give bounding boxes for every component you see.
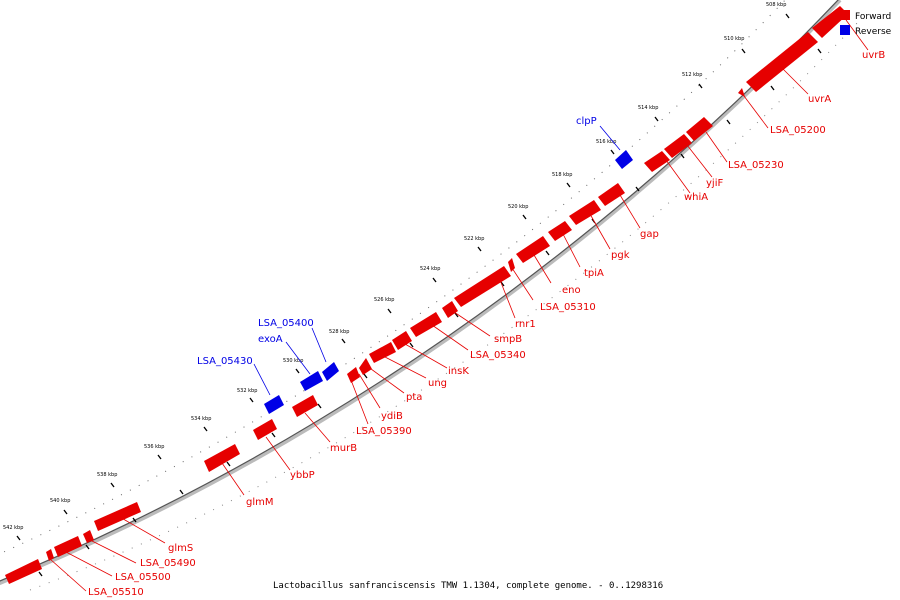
gene-label: LSA_05510 [88, 587, 144, 598]
gene-label: uvrB [862, 50, 885, 61]
tick-label: 542 kbp [3, 525, 23, 531]
gene-label: LSA_05200 [770, 125, 826, 136]
gene-smpB[interactable] [442, 301, 458, 318]
legend: Forward Reverse [840, 10, 892, 37]
genome-backbone-line [0, 0, 839, 582]
gene-LSA_05430[interactable] [264, 395, 284, 414]
major-ticks [16, 13, 790, 541]
reverse-genes [264, 150, 633, 414]
gene-ung[interactable] [369, 342, 396, 363]
tick-label: 530 kbp [283, 358, 303, 364]
gene-label: insK [448, 366, 469, 377]
legend-forward-label: Forward [855, 12, 891, 22]
gene-glmM[interactable] [204, 444, 240, 472]
gene-rnr1[interactable] [454, 266, 511, 307]
legend-reverse-swatch [840, 25, 850, 35]
gene-label: LSA_05390 [356, 426, 412, 437]
gene-label: whiA [684, 192, 708, 203]
gene-LSA_05340[interactable] [410, 312, 442, 337]
gene-label: LSA_05230 [728, 160, 784, 171]
gene-label: pta [406, 392, 422, 403]
gene-label: glmS [168, 543, 193, 554]
tick-label: 532 kbp [237, 388, 257, 394]
gene-label: uvrA [808, 94, 831, 105]
gene-exoA[interactable] [300, 371, 323, 391]
reverse-labels: clpP LSA_05400 exoA LSA_05430 [197, 116, 597, 367]
gene-label: eno [562, 285, 581, 296]
legend-forward-swatch [840, 10, 850, 20]
tick-label: 536 kbp [144, 444, 164, 450]
tick-label: 512 kbp [682, 72, 702, 78]
gene-LSA_05490[interactable] [83, 530, 94, 543]
tick-label: 522 kbp [464, 236, 484, 242]
gene-label: smpB [494, 334, 522, 345]
gene-LSA_05310[interactable] [508, 258, 515, 272]
tick-label: 520 kbp [508, 204, 528, 210]
gene-LSA_05510[interactable] [46, 549, 54, 561]
reverse-leaders [253, 125, 621, 396]
tick-label: 540 kbp [50, 498, 70, 504]
gene-pta[interactable] [359, 358, 372, 375]
gene-tpiA[interactable] [548, 221, 572, 241]
gene-label: clpP [576, 116, 597, 127]
inner-ticks [38, 48, 822, 577]
gene-label: pgk [611, 250, 630, 261]
gene-label: gap [640, 229, 659, 240]
gene-label: LSA_05340 [470, 350, 526, 361]
tick-label: 538 kbp [97, 472, 117, 478]
gene-glmS[interactable] [94, 502, 141, 531]
tick-label: 510 kbp [724, 36, 744, 42]
gene-uvrB[interactable] [812, 6, 848, 38]
gene-label: LSA_05490 [140, 558, 196, 569]
gene-label: yjiF [706, 178, 723, 189]
gene-label: LSA_05400 [258, 318, 314, 329]
gene-pgk[interactable] [569, 200, 601, 225]
tick-label: 508 kbp [766, 2, 786, 8]
tick-label: 524 kbp [420, 266, 440, 272]
tick-label: 534 kbp [191, 416, 211, 422]
forward-genes [5, 6, 848, 584]
legend-reverse-label: Reverse [855, 27, 892, 37]
gene-whiA[interactable] [644, 151, 670, 172]
gene-label: murB [330, 443, 357, 454]
gene-label: glmM [246, 497, 274, 508]
gene-LSA_05520[interactable] [5, 559, 42, 584]
forward-leaders [49, 19, 869, 592]
gene-eno[interactable] [516, 236, 550, 263]
gene-label: ybbP [290, 470, 315, 481]
tick-label: 526 kbp [374, 297, 394, 303]
forward-labels: uvrB uvrA LSA_05200 LSA_05230 yjiF whiA … [88, 50, 885, 598]
gene-label: LSA_05500 [115, 572, 171, 583]
gene-yjiF[interactable] [664, 134, 692, 158]
gene-label: exoA [258, 334, 283, 345]
gene-label: LSA_05430 [197, 356, 253, 367]
gene-LSA_05500[interactable] [54, 536, 82, 557]
gene-gap[interactable] [598, 183, 625, 206]
gene-uvrA[interactable] [746, 32, 818, 92]
tick-label: 518 kbp [552, 172, 572, 178]
gene-label: ydiB [381, 411, 403, 422]
gene-label: rnr1 [515, 319, 536, 330]
gene-ydiB[interactable] [347, 367, 360, 383]
genome-backbone [0, 0, 842, 586]
genome-caption: Lactobacillus sanfranciscensis TMW 1.130… [273, 581, 663, 591]
gene-LSA_05400[interactable] [322, 362, 339, 381]
gene-label: LSA_05310 [540, 302, 596, 313]
gene-ybbP[interactable] [253, 419, 277, 440]
gene-murB[interactable] [292, 395, 318, 417]
gene-clpP[interactable] [615, 150, 633, 169]
tick-label: 514 kbp [638, 105, 658, 111]
gene-insK[interactable] [392, 331, 412, 350]
gene-label: tpiA [584, 268, 604, 279]
gene-label: ung [428, 378, 447, 389]
tick-label: 516 kbp [596, 139, 616, 145]
tick-label: 528 kbp [329, 329, 349, 335]
gene-LSA_05230[interactable] [686, 117, 713, 141]
tick-ruler [0, 0, 786, 555]
